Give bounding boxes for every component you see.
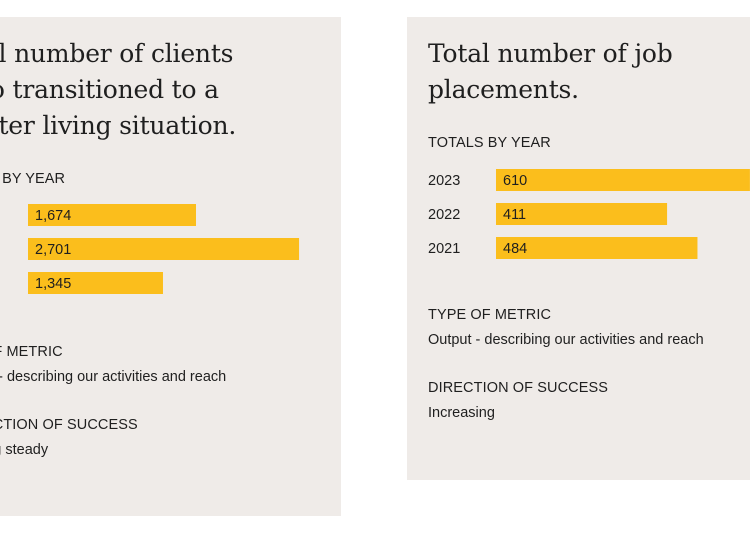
card-title-line: Total number of job [428,39,673,68]
clients-transition-card: tal number of clients ho transitioned to … [0,17,341,516]
direction-of-success-value: ing steady [0,442,49,458]
bar [28,204,196,226]
job-placements-card: Total number of job placements. TOTALS BY… [407,17,750,480]
bar-value-label: 610 [503,173,527,189]
bar-value-label: 484 [503,241,527,257]
card-title-line: etter living situation. [0,111,237,140]
card-title: Total number of job placements. [428,36,673,108]
type-of-metric-value: ut - describing our activities and reach [0,369,227,385]
card-title-line: placements. [428,75,579,104]
type-of-metric-label: TYPE OF METRIC [428,307,552,323]
clients-bar-chart: 1,674 2,701 1,345 [28,204,300,294]
bar [496,237,698,259]
job-placements-bar-chart: 610 2023 411 2022 484 2021 [428,169,750,259]
direction-of-success-label: ECTION OF SUCCESS [0,417,138,433]
bar [28,272,163,294]
bar-value-label: 1,674 [35,208,71,224]
bar [496,203,668,225]
year-label: 2022 [428,207,460,223]
card-title-line: tal number of clients [0,39,234,68]
bar [496,169,750,191]
totals-by-year-label: TOTALS BY YEAR [428,135,551,151]
type-of-metric-label: OF METRIC [0,344,63,360]
bar-value-label: 2,701 [35,242,71,258]
year-label: 2023 [428,173,460,189]
type-of-metric-value: Output - describing our activities and r… [428,332,704,348]
totals-by-year-label: LS BY YEAR [0,171,66,187]
card-title: tal number of clients ho transitioned to … [0,36,236,144]
year-label: 2021 [428,241,460,257]
direction-of-success-value: Increasing [428,405,495,421]
bar-value-label: 411 [503,207,526,223]
card-title-line: ho transitioned to a [0,75,219,104]
bar-value-label: 1,345 [35,276,71,292]
direction-of-success-label: DIRECTION OF SUCCESS [428,380,609,396]
bar [28,238,300,260]
